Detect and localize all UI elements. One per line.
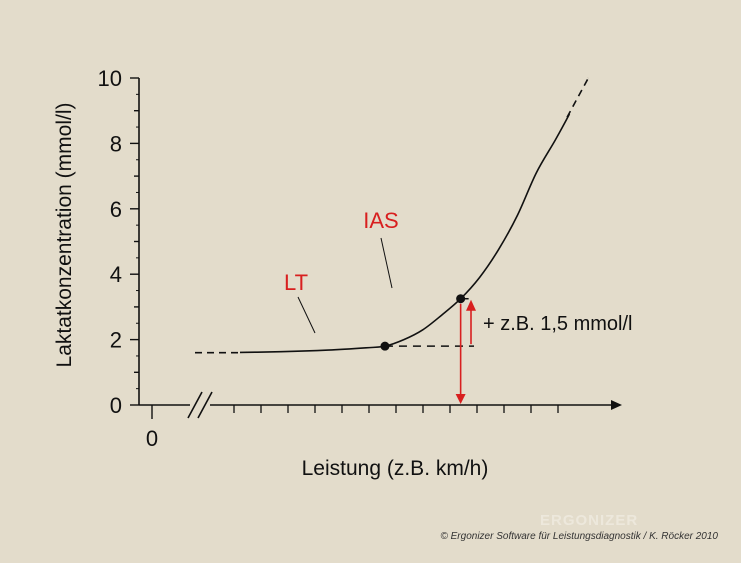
lt-leader-line xyxy=(297,296,316,334)
ias-label: IAS xyxy=(363,208,398,233)
ias-leader-line xyxy=(380,237,393,289)
x-tick-label-0: 0 xyxy=(146,426,158,451)
lactate-curve-line xyxy=(224,77,590,354)
ias-drop-head xyxy=(455,394,466,404)
lt-label: LT xyxy=(284,270,308,295)
watermark-logo: ERGONIZER xyxy=(540,512,638,529)
axes xyxy=(130,77,622,419)
x-axis-label: Leistung (z.B. km/h) xyxy=(302,457,489,480)
y-tick-label: 4 xyxy=(110,262,122,287)
y-axis-label: Laktatkonzentration (mmol/l) xyxy=(53,103,76,368)
y-tick-label: 8 xyxy=(110,131,122,156)
axis-break-mark xyxy=(197,391,213,419)
curve-dashed-top xyxy=(566,77,590,118)
lt-point xyxy=(380,341,390,351)
y-tick-label: 2 xyxy=(110,328,122,353)
ias-point xyxy=(456,294,466,304)
y-tick-label: 10 xyxy=(98,66,122,91)
copyright-text: © Ergonizer Software für Leistungsdiagno… xyxy=(440,531,718,542)
threshold-markers xyxy=(297,237,476,404)
y-tick-label: 6 xyxy=(110,197,122,222)
y-tick-labels: 0 2 4 6 8 10 xyxy=(98,66,122,418)
delta-annotation: + z.B. 1,5 mmol/l xyxy=(483,313,633,335)
axis-break-mark xyxy=(187,391,203,419)
delta-arrow-head xyxy=(466,299,476,311)
x-axis-arrow xyxy=(611,400,622,410)
y-tick-label: 0 xyxy=(110,393,122,418)
